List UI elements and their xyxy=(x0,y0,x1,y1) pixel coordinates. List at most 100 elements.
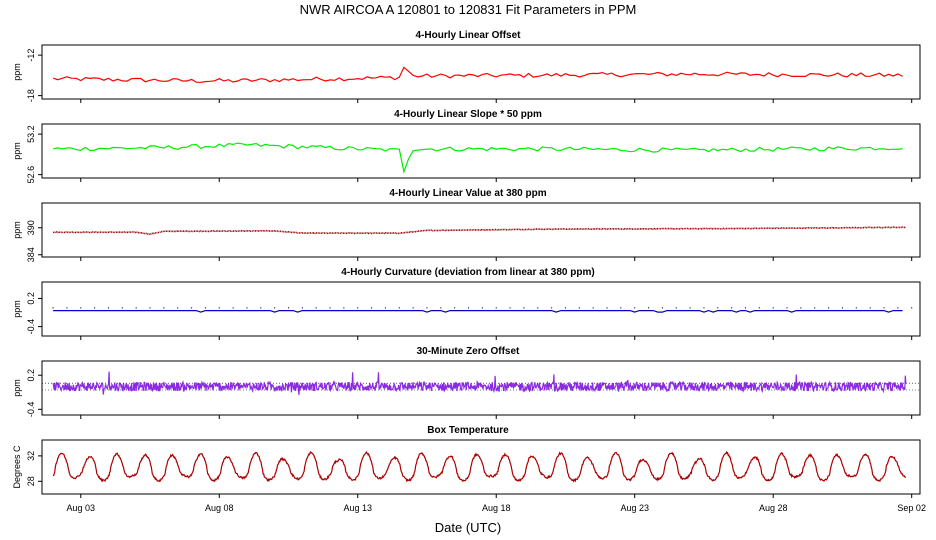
reference-dot xyxy=(869,307,871,309)
reference-dot xyxy=(80,307,82,309)
reference-dot xyxy=(689,307,691,309)
reference-dot xyxy=(703,307,705,309)
reference-dot xyxy=(163,307,165,309)
reference-dot xyxy=(481,307,483,309)
x-tick-label: Aug 28 xyxy=(759,503,788,513)
x-tick-label: Sep 02 xyxy=(897,503,926,513)
reference-dot xyxy=(800,307,802,309)
reference-dot xyxy=(121,307,123,309)
panel-frame xyxy=(41,123,921,179)
reference-dot xyxy=(135,307,137,309)
y-tick-label: 28 xyxy=(26,476,36,486)
reference-dot xyxy=(606,307,608,309)
reference-dot xyxy=(52,307,54,309)
reference-dot xyxy=(717,307,719,309)
reference-dot xyxy=(814,307,816,309)
reference-dot xyxy=(218,307,220,309)
reference-dot xyxy=(855,307,857,309)
reference-dot xyxy=(177,307,179,309)
reference-dot xyxy=(260,307,262,309)
reference-dot xyxy=(883,307,885,309)
reference-dot xyxy=(495,307,497,309)
y-axis-label: ppm xyxy=(12,221,22,239)
y-axis-label: ppm xyxy=(12,379,22,397)
reference-dot xyxy=(190,307,193,309)
reference-dot xyxy=(758,307,760,309)
series-line xyxy=(53,309,903,313)
panel-title: 4-Hourly Curvature (deviation from linea… xyxy=(341,267,594,278)
reference-dot xyxy=(357,307,359,309)
y-axis-label: Degrees C xyxy=(12,445,22,489)
x-tick-label: Aug 13 xyxy=(343,503,372,513)
reference-dot xyxy=(537,307,539,309)
y-axis-label: ppm xyxy=(12,63,22,81)
panel-frame xyxy=(41,360,921,416)
y-axis-label: ppm xyxy=(12,142,22,160)
y-tick-label: 0.2 xyxy=(26,369,36,382)
x-tick-label: Aug 23 xyxy=(620,503,649,513)
reference-dot xyxy=(384,307,387,309)
panel-4: 4-Hourly Curvature (deviation from linea… xyxy=(12,267,921,340)
reference-dot xyxy=(675,307,677,309)
x-tick-label: Aug 03 xyxy=(67,503,96,513)
reference-dot xyxy=(564,307,567,309)
reference-dot xyxy=(440,307,442,309)
reference-dot xyxy=(204,307,207,309)
panels-group: 4-Hourly Linear Offsetppm-18-124-Hourly … xyxy=(12,30,921,498)
x-tick-label: Aug 18 xyxy=(482,503,511,513)
reference-dot xyxy=(827,307,830,309)
reference-dot xyxy=(786,307,788,309)
series-line xyxy=(52,226,906,236)
reference-dot xyxy=(329,307,331,309)
reference-dot xyxy=(772,307,774,309)
reference-dot xyxy=(246,307,248,309)
y-tick-label: 53.2 xyxy=(26,125,36,143)
reference-dot xyxy=(551,307,553,309)
reference-dot xyxy=(412,307,414,309)
reference-dot xyxy=(744,307,747,309)
panel-title: Box Temperature xyxy=(427,425,509,436)
x-axis-label: Date (UTC) xyxy=(435,520,501,535)
y-tick-label: 52.6 xyxy=(26,166,36,184)
series-line xyxy=(52,450,907,483)
reference-dot xyxy=(731,307,733,309)
reference-dot xyxy=(578,307,580,309)
reference-dot xyxy=(149,307,151,309)
reference-dot xyxy=(232,307,234,309)
y-tick-label: 390 xyxy=(26,220,36,235)
reference-dot xyxy=(94,307,96,309)
panel-frame xyxy=(41,281,921,337)
y-tick-label: 384 xyxy=(26,247,36,262)
panel-frame xyxy=(41,439,921,495)
panel-title: 4-Hourly Linear Value at 380 ppm xyxy=(389,188,546,199)
panel-frame xyxy=(41,44,921,100)
panel-2: 4-Hourly Linear Slope * 50 ppm ppm 52.6 53.… xyxy=(12,109,921,184)
reference-dot xyxy=(301,307,303,309)
y-tick-label: -0.4 xyxy=(26,319,36,335)
panel-5: 30-Minute Zero Offset ppm -0.4 0.2 xyxy=(12,346,921,419)
x-tick-label: Aug 08 xyxy=(205,503,234,513)
y-tick-label: 0.2 xyxy=(26,292,36,305)
reference-dot xyxy=(897,307,899,309)
reference-dot xyxy=(523,307,525,309)
panel-title: 4-Hourly Linear Offset xyxy=(415,30,521,41)
panel-title: 30-Minute Zero Offset xyxy=(417,346,520,357)
reference-dot xyxy=(315,307,317,309)
reference-dot xyxy=(634,307,636,309)
series-line xyxy=(52,66,903,83)
panel-3: 4-Hourly Linear Value at 380 ppm ppm 384 39… xyxy=(12,188,921,262)
reference-dot xyxy=(426,307,428,309)
reference-dot xyxy=(287,307,290,309)
reference-dot xyxy=(467,307,470,309)
chart-title: NWR AIRCOA A 120801 to 120831 Fit Parame… xyxy=(300,2,637,17)
reference-dot xyxy=(274,307,276,309)
reference-dot xyxy=(370,307,373,309)
series-line xyxy=(52,371,907,395)
panel-title: 4-Hourly Linear Slope * 50 ppm xyxy=(394,109,542,120)
panel-1: 4-Hourly Linear Offset ppm -18 -12 xyxy=(12,30,921,103)
reference-dot xyxy=(66,307,68,309)
y-tick-label: -0.4 xyxy=(26,402,36,418)
reference-dot xyxy=(509,307,511,309)
reference-dot xyxy=(620,307,622,309)
